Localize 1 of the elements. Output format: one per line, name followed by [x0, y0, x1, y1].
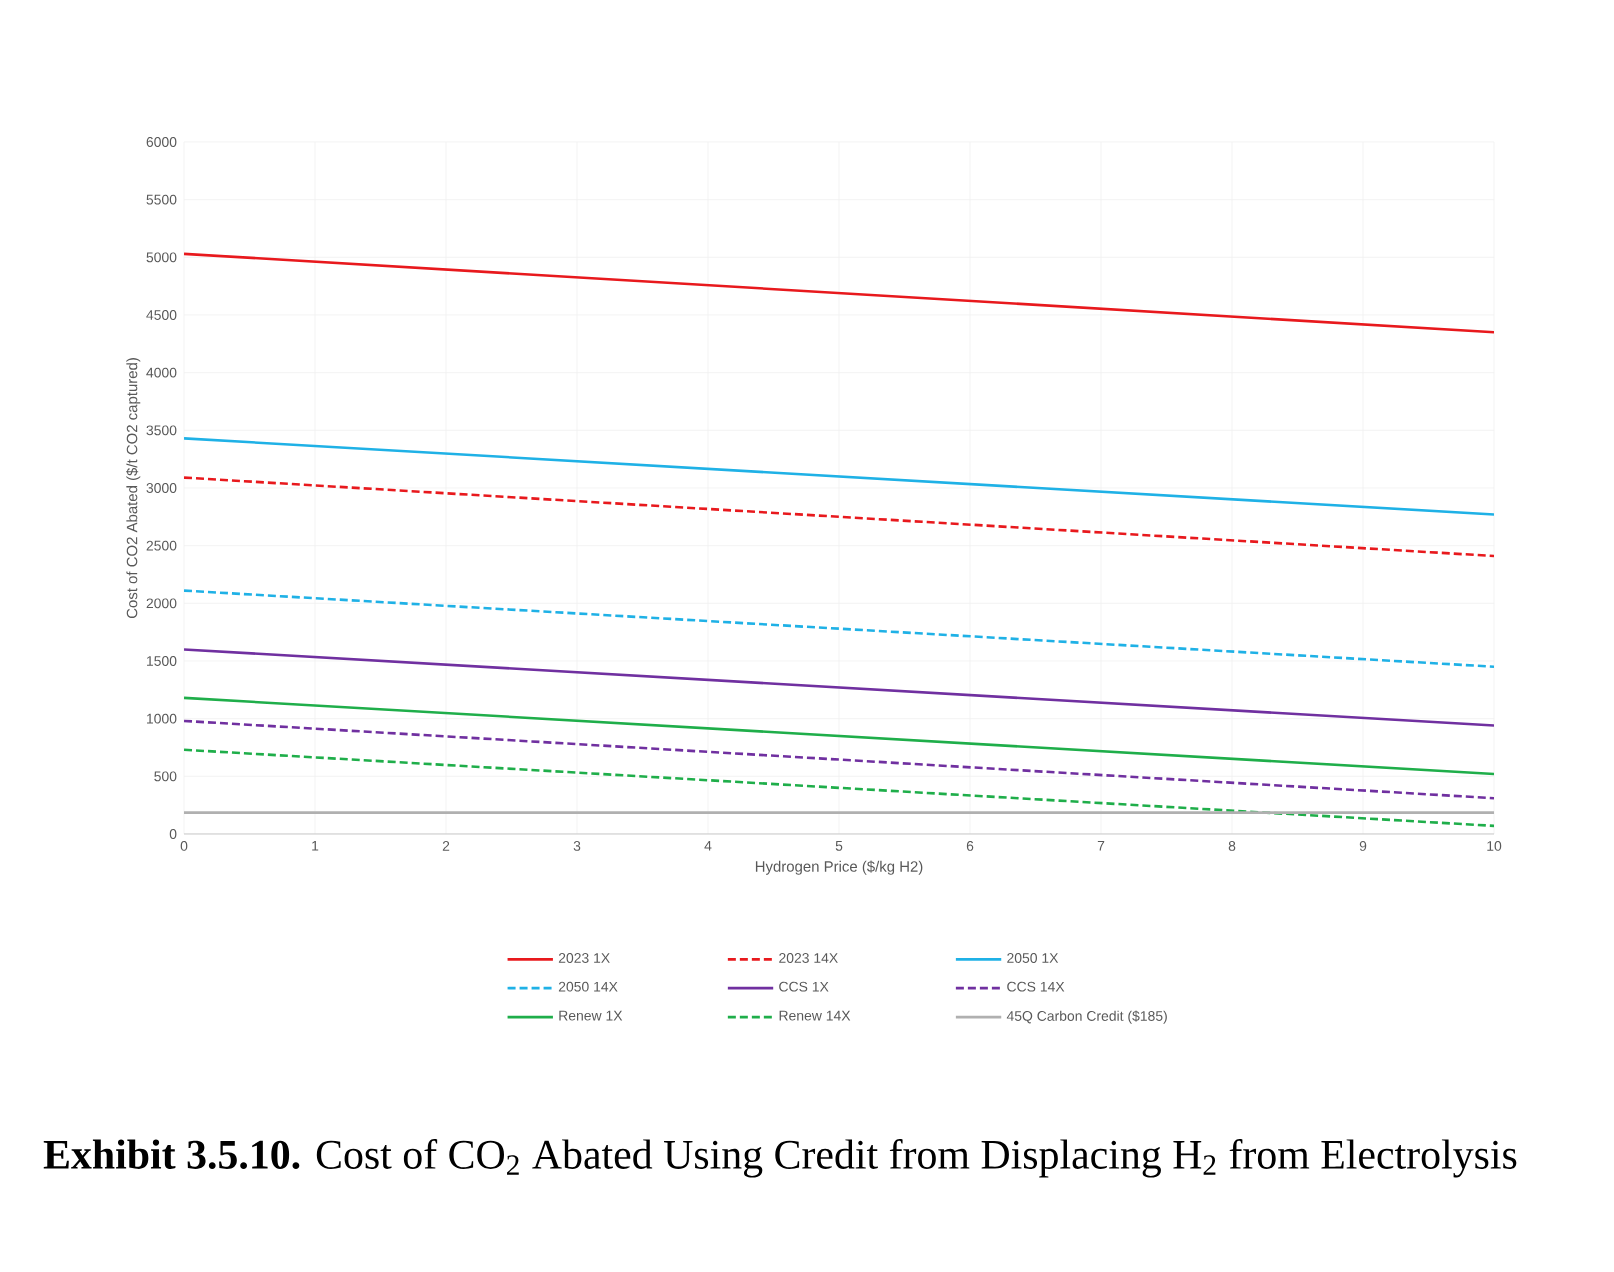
text: Exhibit 3.5.10. Cost of CO$_{2}$ Abated Using Credit from Displacing H$_{2}$ from Electrolysis — [43, 1139, 1517, 1178]
